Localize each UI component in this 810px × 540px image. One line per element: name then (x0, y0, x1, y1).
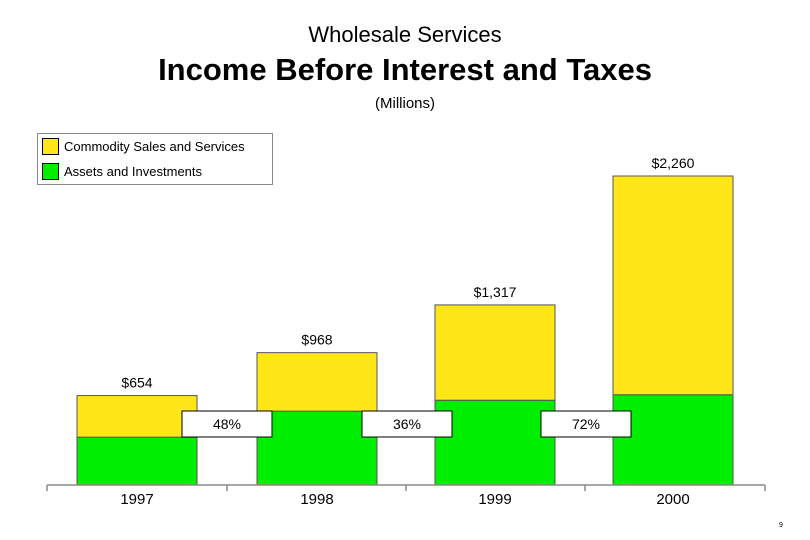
legend-swatch-assets (42, 162, 59, 180)
bar-assets-1998 (256, 410, 378, 486)
growth-label-3: 72% (572, 416, 600, 432)
bar-commodity-1998 (256, 352, 378, 412)
total-label-1998: $968 (301, 332, 332, 348)
growth-box-1 (181, 410, 273, 438)
page-number: 9 (779, 522, 783, 529)
legend-item-assets: Assets and Investments (42, 161, 202, 181)
chart-title: Income Before Interest and Taxes (158, 52, 652, 87)
bar-assets-1999 (434, 399, 556, 486)
growth-label-1: 48% (213, 416, 241, 432)
bar-commodity-2000 (612, 175, 734, 396)
legend-label-assets: Assets and Investments (64, 163, 203, 179)
chart-supertitle: Wholesale Services (308, 22, 502, 47)
bar-assets-2000 (612, 394, 734, 486)
legend-swatch-commodity (42, 137, 59, 155)
bar-assets-1997 (76, 436, 198, 486)
growth-box-3 (540, 410, 632, 438)
x-tick-label-1999: 1999 (478, 491, 511, 508)
chart-legend: Commodity Sales and Services Assets and … (37, 133, 273, 185)
growth-box-2 (361, 410, 453, 438)
legend-label-commodity: Commodity Sales and Services (64, 138, 245, 154)
legend-item-commodity: Commodity Sales and Services (42, 136, 245, 156)
bar-commodity-1999 (434, 304, 556, 401)
x-tick-label-2000: 2000 (656, 491, 689, 508)
total-label-1999: $1,317 (474, 284, 517, 300)
x-tick-label-1997: 1997 (120, 491, 153, 508)
chart-subtitle: (Millions) (375, 95, 435, 112)
total-label-2000: $2,260 (652, 155, 695, 171)
bar-commodity-1997 (76, 395, 198, 438)
total-label-1997: $654 (121, 375, 152, 391)
x-tick-label-1998: 1998 (300, 491, 333, 508)
growth-label-2: 36% (393, 416, 421, 432)
